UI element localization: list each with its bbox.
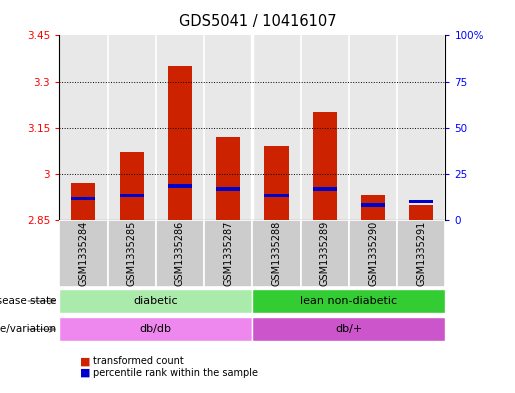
Bar <box>204 220 252 287</box>
Text: GSM1335285: GSM1335285 <box>127 221 136 286</box>
Bar <box>252 35 301 220</box>
Bar <box>397 35 445 220</box>
Bar <box>409 205 434 220</box>
Text: transformed count: transformed count <box>93 356 183 366</box>
Text: percentile rank within the sample: percentile rank within the sample <box>93 368 258 378</box>
Text: db/+: db/+ <box>335 324 363 334</box>
Bar <box>168 184 192 188</box>
Bar <box>59 220 108 287</box>
Text: GSM1335291: GSM1335291 <box>416 221 426 286</box>
Text: disease state: disease state <box>0 296 57 306</box>
Bar <box>59 318 252 341</box>
Bar <box>108 35 156 220</box>
Bar <box>264 146 288 220</box>
Bar <box>71 183 95 220</box>
Text: GSM1335289: GSM1335289 <box>320 221 330 286</box>
Bar <box>204 35 252 220</box>
Bar <box>301 35 349 220</box>
Bar <box>156 35 204 220</box>
Bar <box>409 200 434 204</box>
Bar <box>216 137 241 220</box>
Bar <box>119 152 144 220</box>
Bar <box>71 196 95 200</box>
Bar <box>313 112 337 220</box>
Bar <box>108 220 156 287</box>
Bar <box>59 35 108 220</box>
Text: lean non-diabetic: lean non-diabetic <box>300 296 398 306</box>
Bar <box>59 289 252 313</box>
Text: GSM1335284: GSM1335284 <box>78 221 89 286</box>
Text: GSM1335286: GSM1335286 <box>175 221 185 286</box>
Bar <box>397 220 445 287</box>
Text: GSM1335290: GSM1335290 <box>368 221 378 286</box>
Bar <box>156 220 204 287</box>
Bar <box>349 35 397 220</box>
Bar <box>119 194 144 197</box>
Bar <box>264 194 288 197</box>
Bar <box>361 203 385 207</box>
Text: genotype/variation: genotype/variation <box>0 324 57 334</box>
Bar <box>361 195 385 220</box>
Bar <box>301 220 349 287</box>
Text: GDS5041 / 10416107: GDS5041 / 10416107 <box>179 14 336 29</box>
Text: GSM1335287: GSM1335287 <box>223 221 233 286</box>
Bar <box>252 318 445 341</box>
Bar <box>313 187 337 191</box>
Bar <box>216 187 241 191</box>
Text: GSM1335288: GSM1335288 <box>271 221 282 286</box>
Text: ■: ■ <box>80 356 90 366</box>
Bar <box>349 220 397 287</box>
Bar <box>252 289 445 313</box>
Bar <box>252 220 301 287</box>
Text: db/db: db/db <box>140 324 172 334</box>
Text: ■: ■ <box>80 368 90 378</box>
Text: diabetic: diabetic <box>133 296 178 306</box>
Bar <box>168 66 192 220</box>
